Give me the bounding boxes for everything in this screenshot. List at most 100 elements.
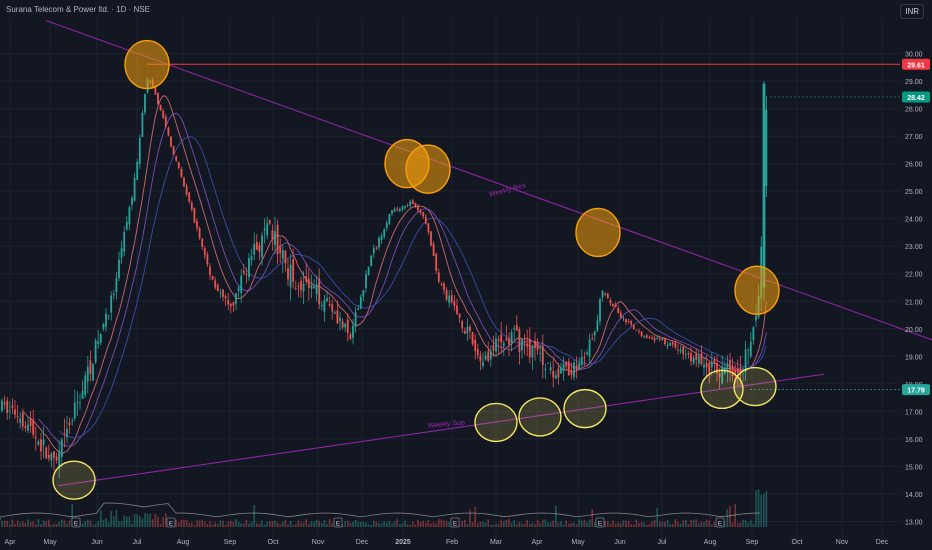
volume-bar	[440, 519, 443, 527]
chart-grid	[0, 17, 900, 541]
candle-body	[578, 363, 581, 369]
volume-bar	[581, 520, 583, 527]
volume-bar	[9, 524, 11, 527]
candle-body	[391, 210, 393, 214]
candle-body	[484, 355, 487, 360]
candle-body	[136, 161, 139, 180]
candle-body	[370, 255, 373, 267]
candle-body	[560, 367, 562, 374]
volume-bar	[19, 522, 21, 527]
candle-body	[331, 304, 334, 312]
candle-body	[255, 241, 258, 250]
volume-bar	[240, 523, 242, 527]
candle-body	[679, 350, 682, 352]
chart-title: Surana Telecom & Power ltd. · 1D · NSE	[6, 5, 150, 14]
volume-bar	[32, 521, 34, 527]
candle-body	[573, 362, 575, 377]
candle-body	[627, 321, 630, 322]
volume-bar	[750, 520, 752, 527]
candle-body	[79, 402, 81, 404]
candle-body	[690, 352, 692, 361]
candle-body	[34, 437, 37, 439]
volume-bar	[243, 523, 245, 527]
volume-bar	[630, 524, 632, 527]
earnings-marker-label: E	[453, 521, 458, 528]
volume-bar	[328, 519, 331, 527]
candle-body	[123, 232, 126, 252]
y-tick-label: 28.00	[905, 107, 923, 114]
volume-bar	[313, 521, 315, 527]
candle-body	[544, 368, 547, 370]
volume-bar	[409, 524, 411, 527]
volume-bar	[492, 524, 495, 527]
candle-body	[630, 320, 633, 325]
candle-body	[497, 339, 500, 341]
ma-slow-line	[58, 136, 767, 439]
candle-body	[40, 439, 42, 452]
candle-body	[190, 202, 193, 210]
candle-body	[635, 329, 638, 331]
volume-bar	[235, 519, 237, 527]
candle-body	[313, 286, 315, 289]
volume-bar	[360, 522, 362, 527]
candle-body	[726, 363, 729, 372]
candle-body	[625, 319, 627, 323]
volume-bar	[300, 522, 302, 527]
volume-bar	[209, 521, 211, 527]
candle-body	[300, 280, 302, 291]
candle-body	[393, 208, 396, 212]
candle-body	[253, 243, 256, 255]
candle-body	[638, 330, 640, 332]
volume-bar	[326, 524, 328, 527]
volume-bar	[573, 522, 575, 527]
volume-bar	[724, 521, 726, 527]
resistance-price-badge-box	[902, 58, 930, 70]
volume-bar	[287, 524, 289, 527]
candle-body	[162, 110, 165, 118]
candle-body	[534, 341, 536, 349]
volume-bar	[614, 523, 617, 527]
candle-body	[604, 293, 607, 295]
volume-bar	[198, 520, 201, 527]
currency-button[interactable]: INR	[900, 4, 924, 19]
volume-bar	[729, 505, 731, 527]
volume-bar	[747, 522, 749, 527]
support-price-badge-box	[902, 384, 930, 396]
x-tick-label: Aug	[704, 539, 717, 546]
earnings-marker-label: E	[336, 521, 341, 528]
candle-body	[463, 330, 466, 334]
volume-bar	[341, 524, 344, 527]
candle-body	[92, 363, 94, 381]
volume-bar	[87, 519, 89, 527]
volume-bar	[482, 521, 484, 527]
last-price-badge-box	[902, 91, 930, 103]
candle-body	[430, 231, 432, 246]
volume-ma-line	[0, 502, 761, 520]
candle-body	[747, 349, 750, 351]
weekly-sup-line	[57, 373, 825, 487]
volume-bar	[68, 520, 71, 527]
x-tick-label: Jun	[614, 539, 625, 546]
candle-body	[469, 326, 471, 332]
candle-body	[752, 327, 755, 340]
candle-body	[261, 235, 263, 258]
volume-bar	[744, 520, 747, 527]
candle-body	[687, 353, 690, 355]
candle-body	[437, 272, 440, 282]
volume-bar	[708, 520, 710, 527]
volume-bar	[323, 520, 326, 527]
volume-bar	[55, 523, 58, 527]
volume-bar	[510, 522, 513, 527]
volume-bar	[422, 520, 424, 527]
volume-bar	[63, 520, 66, 527]
candle-body	[716, 363, 718, 374]
candle-body	[55, 456, 58, 461]
candle-body	[71, 420, 74, 422]
volume-bar	[227, 521, 229, 527]
support-touch-circle	[474, 402, 518, 443]
candle-body	[734, 370, 737, 374]
candle-body	[354, 312, 357, 327]
volume-bar	[201, 520, 203, 527]
